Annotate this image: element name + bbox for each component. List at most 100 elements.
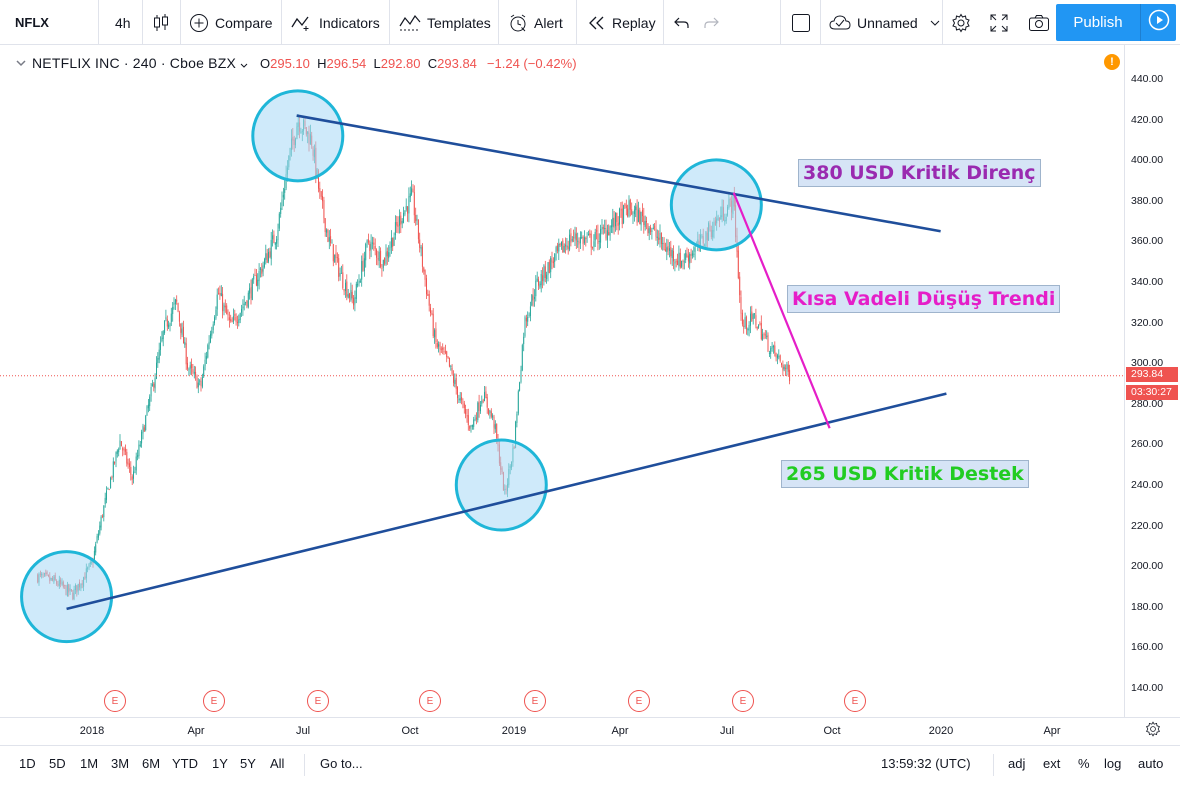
goto-button[interactable]: Go to... (320, 756, 363, 771)
candle-body (124, 448, 126, 452)
range-button-1y[interactable]: 1Y (212, 756, 228, 771)
axis-settings-button[interactable] (1125, 717, 1180, 745)
candle-body (328, 237, 330, 242)
candle-body (631, 209, 633, 215)
candle-body (268, 252, 269, 262)
fullscreen-button[interactable] (990, 0, 1008, 45)
interval-button[interactable]: 4h (115, 0, 131, 45)
candle-body (539, 283, 541, 288)
candle-body (763, 333, 765, 335)
candle-body (134, 471, 136, 473)
earnings-badge[interactable]: E (104, 690, 126, 712)
range-button-ytd[interactable]: YTD (172, 756, 198, 771)
clock-display[interactable]: 13:59:32 (UTC) (881, 756, 971, 771)
candle-body (633, 209, 635, 215)
candle-body (397, 224, 399, 227)
candle-body (747, 329, 749, 331)
candle-body (412, 188, 414, 193)
redo-button[interactable] (703, 0, 719, 45)
candle-body (122, 448, 124, 451)
candle-body (609, 226, 611, 236)
fullscreen-select-button[interactable] (791, 0, 811, 45)
candle-body (269, 251, 271, 258)
price-tick: 440.00 (1131, 73, 1164, 85)
candle-body (201, 377, 203, 387)
symbol-search[interactable]: NFLX (15, 0, 49, 45)
candle-body (355, 283, 357, 299)
candle-body (555, 247, 557, 253)
undo-icon (674, 16, 690, 30)
range-button-6m[interactable]: 6M (142, 756, 161, 771)
range-button-3m[interactable]: 3M (111, 756, 130, 771)
collapse-arrow-icon[interactable] (16, 56, 26, 71)
log-toggle[interactable]: log (1104, 756, 1122, 771)
publish-menu-button[interactable] (1140, 4, 1176, 41)
adj-toggle[interactable]: adj (1008, 756, 1026, 771)
price-chart[interactable] (0, 45, 1125, 717)
warning-icon[interactable]: ! (1104, 54, 1120, 70)
candle-body (681, 260, 683, 267)
candle-body (490, 411, 492, 417)
series-title[interactable]: NETFLIX INC · 240 · Cboe BZX (32, 55, 236, 71)
candle-body (683, 261, 685, 263)
price-axis[interactable]: 440.00 420.00 400.00 380.00 360.00 340.00 320.… (1125, 45, 1180, 717)
range-button-all[interactable]: All (270, 756, 285, 771)
auto-toggle[interactable]: auto (1138, 756, 1164, 771)
earnings-badge[interactable]: E (732, 690, 754, 712)
snapshot-button[interactable] (1028, 0, 1050, 45)
compare-button[interactable]: Compare (189, 0, 273, 45)
symbol-label: NFLX (15, 15, 49, 30)
earnings-badge[interactable]: E (524, 690, 546, 712)
candle-body (340, 273, 342, 274)
candle-body (367, 239, 369, 243)
resistance-annotation[interactable]: 380 USD Kritik Direnç (798, 159, 1041, 187)
candle-body (588, 234, 589, 235)
candle-body (766, 335, 768, 337)
earnings-badge[interactable]: E (419, 690, 441, 712)
candle-body (482, 400, 484, 402)
candle-body (411, 188, 413, 195)
templates-button[interactable]: Templates (399, 0, 491, 45)
ext-toggle[interactable]: ext (1043, 756, 1061, 771)
highlight-circle (454, 438, 548, 532)
time-axis[interactable]: 2018 Apr Jul Oct 2019 Apr Jul Oct 2020 Apr (0, 717, 1125, 745)
range-button-5d[interactable]: 5D (49, 756, 66, 771)
settings-button[interactable] (951, 0, 971, 45)
candle-body (357, 284, 359, 286)
chart-pane[interactable]: E E E E E E E E 380 USD Kritik Direnç Kı… (0, 45, 1125, 717)
candle-body (667, 246, 669, 251)
alert-button[interactable]: Alert (508, 0, 563, 45)
candle-body (394, 222, 396, 236)
replay-button[interactable]: Replay (588, 0, 656, 45)
candle-body (181, 328, 183, 335)
percent-toggle[interactable]: % (1078, 756, 1090, 771)
candle-body (655, 228, 657, 237)
candle-body (220, 293, 222, 296)
candle-body (744, 317, 746, 327)
candle-body (210, 333, 211, 343)
range-button-5y[interactable]: 5Y (240, 756, 256, 771)
range-button-1m[interactable]: 1M (80, 756, 99, 771)
layout-button[interactable]: Unnamed (829, 0, 940, 45)
candle-body (176, 299, 178, 302)
downtrend-annotation[interactable]: Kısa Vadeli Düşüş Trendi (787, 285, 1061, 313)
series-legend: NETFLIX INC · 240 · Cboe BZX O295.10 H29… (16, 53, 577, 73)
candle-body (567, 246, 569, 250)
undo-button[interactable] (674, 0, 690, 45)
candle-body (743, 325, 745, 327)
earnings-badge[interactable]: E (203, 690, 225, 712)
range-button-1d[interactable]: 1D (19, 756, 36, 771)
candle-body (273, 234, 275, 244)
publish-button[interactable]: Publish (1056, 4, 1140, 41)
candle-body (274, 242, 276, 245)
chart-type-button[interactable] (152, 0, 170, 45)
price-tick: 160.00 (1131, 641, 1164, 654)
candle-body (785, 367, 787, 370)
earnings-badge[interactable]: E (628, 690, 650, 712)
candle-body (432, 313, 434, 336)
candle-body (440, 348, 442, 350)
indicators-button[interactable]: Indicators (291, 0, 380, 45)
support-annotation[interactable]: 265 USD Kritik Destek (781, 460, 1029, 488)
earnings-badge[interactable]: E (844, 690, 866, 712)
earnings-badge[interactable]: E (307, 690, 329, 712)
